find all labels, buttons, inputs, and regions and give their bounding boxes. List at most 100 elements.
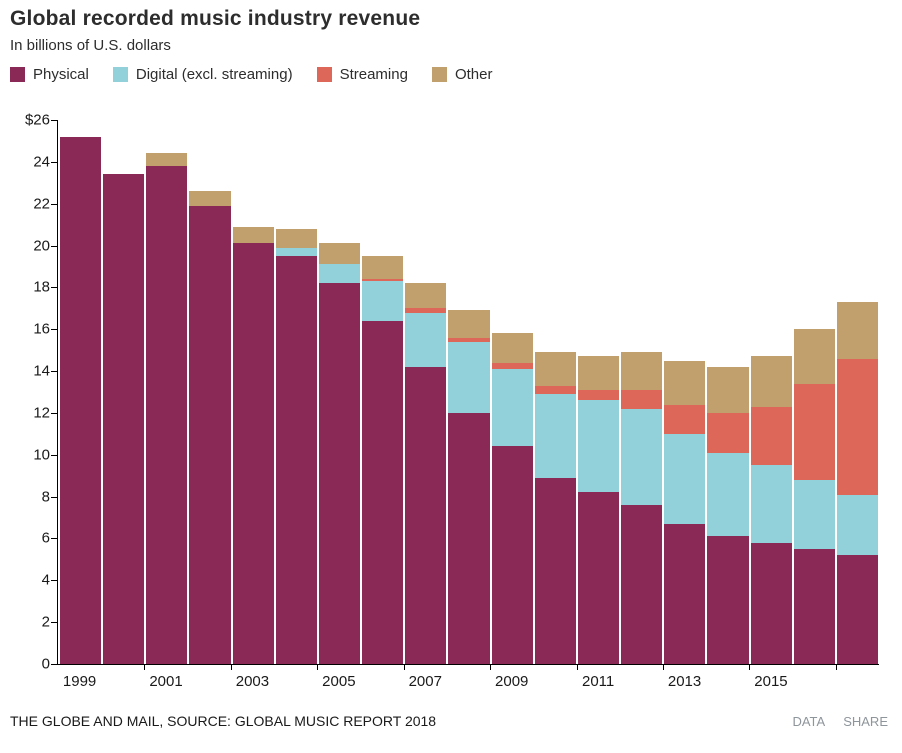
- legend-swatch-3: [431, 67, 447, 82]
- bar-2015: [750, 120, 792, 664]
- x-axis-tick: [835, 664, 837, 670]
- y-axis-label: 12: [33, 404, 50, 422]
- y-axis-tick: [51, 203, 57, 205]
- bar-2000: [103, 120, 145, 664]
- bar-segment-streaming: [750, 406, 792, 466]
- x-axis-tick: [662, 664, 664, 670]
- bar-segment-digital-excl-streaming: [362, 281, 404, 321]
- bar-2008: [448, 120, 490, 664]
- bar-segment-physical: [146, 166, 188, 664]
- bar-segment-streaming: [664, 404, 706, 434]
- legend-label-physical: Physical: [33, 66, 89, 83]
- bar-segment-other: [750, 356, 792, 407]
- bar-segment-physical: [491, 446, 533, 664]
- bar-segment-other: [707, 366, 749, 413]
- y-axis-tick: [51, 496, 57, 498]
- y-axis-tick: [51, 412, 57, 414]
- y-axis-tick: [51, 664, 57, 665]
- x-axis-label: 2013: [667, 673, 702, 690]
- bar-segment-other: [405, 283, 447, 309]
- bar-segment-physical: [621, 505, 663, 664]
- x-axis-tick: [144, 664, 146, 670]
- source-credit: THE GLOBE AND MAIL, SOURCE: GLOBAL MUSIC…: [10, 713, 437, 729]
- bar-segment-other: [275, 228, 317, 248]
- y-axis-tick: [51, 245, 57, 247]
- bar-segment-streaming: [448, 337, 490, 342]
- bar-segment-other: [664, 360, 706, 405]
- y-axis-tick: [51, 622, 57, 624]
- bar-segment-physical: [448, 412, 490, 664]
- legend-item-digital: Digital (excl. streaming): [112, 66, 293, 83]
- bar-segment-physical: [362, 320, 404, 664]
- legend-label-other: Other: [454, 66, 493, 83]
- chart-subtitle: In billions of U.S. dollars: [10, 37, 171, 54]
- bar-2006: [362, 120, 404, 664]
- share-link[interactable]: SHARE: [843, 714, 888, 729]
- bar-segment-digital-excl-streaming: [750, 465, 792, 543]
- y-axis-tick: [51, 454, 57, 456]
- x-axis-label: 1999: [62, 673, 97, 690]
- bar-segment-other: [793, 329, 835, 384]
- bar-2014: [707, 120, 749, 664]
- y-axis-tick: [51, 538, 57, 540]
- bar-segment-digital-excl-streaming: [405, 312, 447, 367]
- y-axis-label: 14: [33, 362, 50, 380]
- footer-links: DATA SHARE: [792, 714, 888, 729]
- x-axis-tick: [403, 664, 405, 670]
- bar-segment-digital-excl-streaming: [836, 494, 878, 556]
- y-axis-tick: [51, 371, 57, 373]
- bar-segment-digital-excl-streaming: [275, 247, 317, 256]
- bar-segment-streaming: [707, 412, 749, 453]
- bar-2011: [577, 120, 620, 664]
- bar-segment-other: [189, 191, 231, 206]
- bars-container: [58, 120, 879, 664]
- legend: Physical Digital (excl. streaming) Strea…: [10, 66, 492, 83]
- bar-segment-other: [318, 243, 361, 265]
- y-axis-tick: [51, 329, 57, 331]
- bar-1999: [60, 120, 102, 664]
- x-axis-label: 2011: [581, 673, 615, 690]
- y-axis-label: 18: [33, 278, 50, 296]
- bar-2003: [232, 120, 274, 664]
- bar-segment-digital-excl-streaming: [707, 452, 749, 537]
- x-axis-tick: [230, 664, 232, 670]
- bar-2012: [621, 120, 663, 664]
- bar-segment-physical: [577, 492, 620, 664]
- bar-2013: [664, 120, 706, 664]
- bar-2017: [836, 120, 878, 664]
- bar-segment-digital-excl-streaming: [534, 394, 576, 478]
- bar-2001: [146, 120, 188, 664]
- legend-swatch-0: [10, 67, 25, 82]
- y-axis-label: 0: [41, 655, 50, 673]
- x-axis-tick: [317, 664, 319, 670]
- bar-segment-other: [491, 333, 533, 363]
- x-axis-tick: [576, 664, 578, 670]
- bar-2010: [534, 120, 576, 664]
- bar-segment-digital-excl-streaming: [318, 264, 361, 284]
- data-link[interactable]: DATA: [792, 714, 826, 729]
- bar-segment-other: [534, 352, 576, 386]
- bar-2005: [318, 120, 361, 664]
- bar-segment-other: [232, 226, 274, 244]
- bar-segment-physical: [793, 548, 835, 664]
- bar-segment-other: [836, 302, 878, 359]
- bar-segment-streaming: [491, 362, 533, 369]
- bar-segment-physical: [405, 366, 447, 664]
- bar-2009: [491, 120, 533, 664]
- bar-segment-other: [577, 356, 620, 390]
- bar-segment-physical: [275, 256, 317, 664]
- bar-segment-physical: [534, 477, 576, 664]
- y-axis-tick: [51, 580, 57, 582]
- bar-segment-physical: [750, 542, 792, 664]
- bar-2007: [405, 120, 447, 664]
- bar-segment-physical: [664, 523, 706, 664]
- y-axis-tick: [51, 120, 57, 121]
- bar-segment-physical: [232, 243, 274, 664]
- x-axis-label: 2003: [235, 673, 270, 690]
- plot-area: $26 24 22 20 18 16 14 12 10 8 6 4 2 0 1999 2001 2003 2005…: [25, 112, 879, 690]
- bar-segment-physical: [60, 136, 102, 664]
- bar-segment-streaming: [534, 385, 576, 395]
- bar-segment-digital-excl-streaming: [491, 369, 533, 447]
- legend-item-other: Other: [431, 66, 493, 83]
- y-axis-label: 2: [41, 613, 50, 631]
